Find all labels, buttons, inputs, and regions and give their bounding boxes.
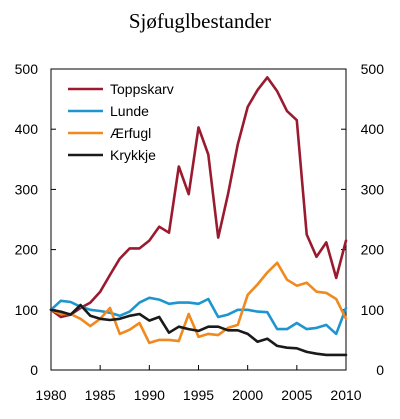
x-tick-label: 1985 [85,387,116,403]
series-layer [49,76,348,357]
series-line-lunde [49,296,348,336]
y-tick-label-left: 100 [15,302,39,318]
x-axis: 1980 1985 1990 1995 2000 2005 2010 [35,365,362,403]
y-axis-left: 0 100 200 300 400 500 [15,61,56,378]
x-tick-label: 2010 [330,387,361,403]
legend-label: Krykkje [110,147,156,163]
y-tick-label-left: 400 [15,121,39,137]
y-tick-label-left: 500 [15,61,39,77]
y-axis-right: 0 100 200 300 400 500 [341,61,384,378]
y-tick-label-right: 200 [361,242,385,258]
y-tick-label-left: 200 [15,242,39,258]
x-tick-label: 1990 [134,387,165,403]
y-tick-label-right: 500 [361,61,385,77]
y-tick-label-right: 400 [361,121,385,137]
y-tick-label-right: 0 [376,362,384,378]
series-line-krykkje [49,303,348,357]
x-tick-label: 1980 [35,387,66,403]
legend-label: Lunde [110,103,149,119]
y-tick-label-left: 0 [30,362,38,378]
y-tick-label-right: 300 [361,181,385,197]
legend: Toppskarv Lunde Ærfugl Krykkje [68,81,174,163]
x-tick-label: 1995 [183,387,214,403]
y-tick-label-right: 100 [361,302,385,318]
legend-label: Ærfugl [110,125,151,141]
series-line-toppskarv [49,76,348,319]
chart-title: Sjøfuglbestander [129,9,271,33]
x-tick-label: 2000 [232,387,263,403]
x-tick-label: 2005 [281,387,312,403]
y-tick-label-left: 300 [15,181,39,197]
legend-label: Toppskarv [110,81,174,97]
